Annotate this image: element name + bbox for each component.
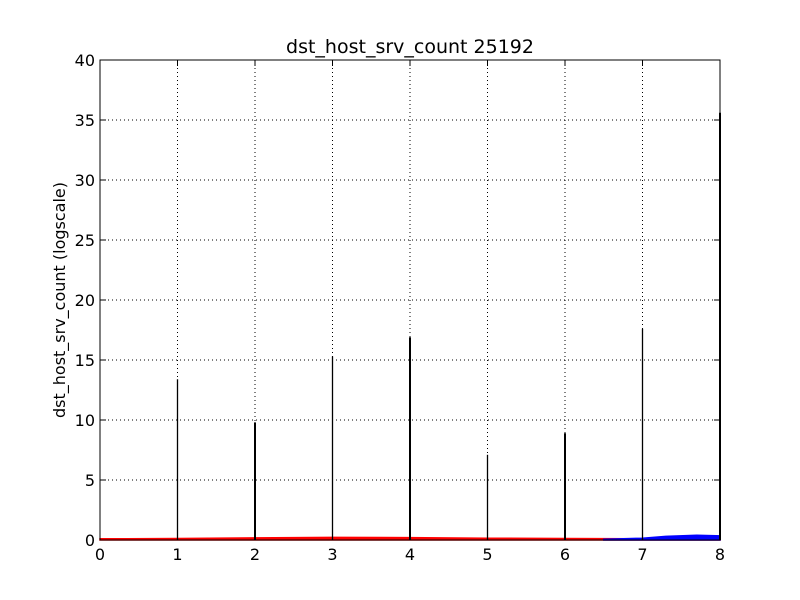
y-tick-label: 40	[75, 51, 95, 70]
chart-title: dst_host_srv_count 25192	[286, 36, 534, 58]
x-tick-label: 3	[327, 545, 337, 564]
y-axis-label: dst_host_srv_count (logscale)	[50, 182, 70, 418]
x-tick-label: 6	[560, 545, 570, 564]
x-tick-label: 1	[172, 545, 182, 564]
y-tick-label: 0	[85, 531, 95, 550]
y-tick-label: 5	[85, 471, 95, 490]
y-tick-label: 10	[75, 411, 95, 430]
x-tick-label: 0	[95, 545, 105, 564]
x-tick-label: 7	[637, 545, 647, 564]
y-tick-label: 15	[75, 351, 95, 370]
axis-ticks: 0 1 2 3 4 5 6 7 8 0 5 10 15 20 25 30 35 40	[75, 51, 725, 564]
grid-lines	[100, 60, 720, 540]
x-tick-label: 5	[482, 545, 492, 564]
x-tick-label: 8	[715, 545, 725, 564]
x-tick-label: 4	[405, 545, 415, 564]
y-tick-label: 25	[75, 231, 95, 250]
y-tick-label: 35	[75, 111, 95, 130]
x-tick-label: 2	[250, 545, 260, 564]
y-tick-label: 30	[75, 171, 95, 190]
y-tick-label: 20	[75, 291, 95, 310]
